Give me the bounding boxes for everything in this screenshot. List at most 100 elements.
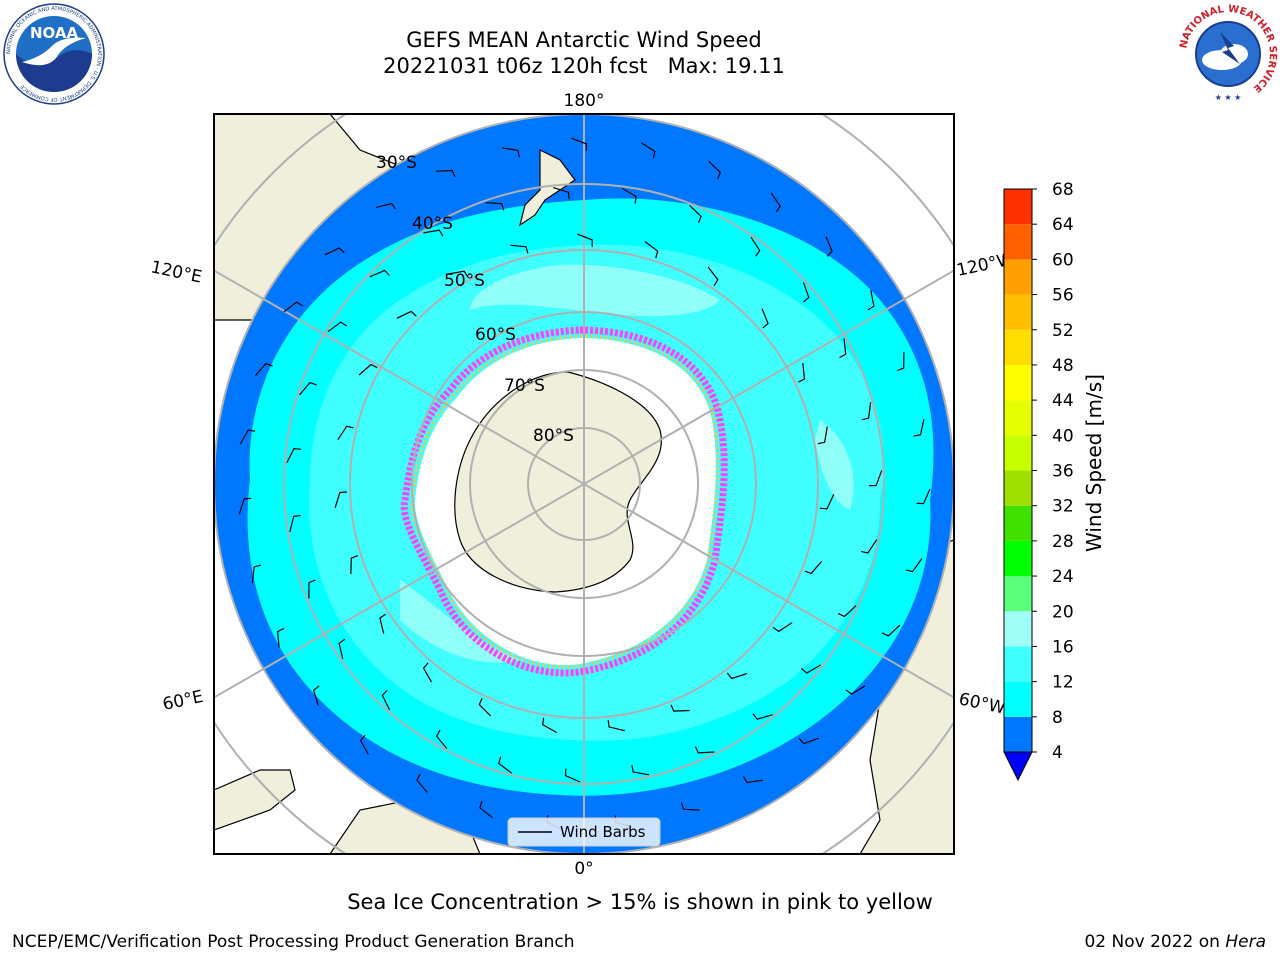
colorbar-tick-label: 20	[1052, 602, 1074, 622]
wind-barb	[308, 579, 316, 599]
wind-barb	[916, 488, 931, 505]
colorbar-tick-label: 56	[1052, 286, 1074, 306]
svg-text:★ ★ ★: ★ ★ ★	[1215, 93, 1242, 102]
wind-barb	[359, 734, 369, 755]
colorbar-tick-label: 68	[1052, 180, 1074, 200]
nws-logo: NATIONAL WEATHER SERVICE ★ ★ ★	[1178, 4, 1278, 104]
wind-barb	[689, 204, 702, 224]
wind-barb	[726, 672, 748, 680]
wind-barb	[542, 717, 557, 734]
colorbar-bin	[1004, 329, 1032, 365]
map-frame	[213, 113, 955, 855]
lat-label-80s: 80°S	[533, 426, 574, 446]
colorbar-tick-label: 44	[1052, 391, 1074, 411]
wind-barb	[913, 419, 925, 437]
wind-barb	[680, 802, 700, 811]
colorbar-tick-label: 32	[1052, 497, 1074, 517]
wind-barb	[742, 776, 763, 784]
colorbar-tick-label: 40	[1052, 426, 1074, 446]
map-legend: Wind Barbs	[507, 817, 661, 847]
colorbar-bin	[1004, 611, 1032, 647]
wind-barb	[276, 627, 285, 648]
wind-barb	[804, 560, 823, 575]
lat-label-70s: 70°S	[504, 376, 545, 396]
lon-label-bottom: 0°	[574, 859, 593, 879]
wind-barb	[801, 664, 821, 674]
wind-barb	[802, 282, 810, 303]
wind-barb	[860, 539, 878, 554]
colorbar-bin	[1004, 435, 1032, 471]
colorbar-tick-label: 16	[1052, 637, 1074, 657]
colorbar-bin	[1004, 646, 1032, 682]
wind-barb	[396, 310, 417, 319]
legend-label: Wind Barbs	[560, 823, 646, 841]
wind-barb	[334, 491, 347, 508]
colorbar-bin	[1004, 189, 1032, 225]
wind-barb	[564, 768, 581, 783]
map-title: GEFS MEAN Antarctic Wind Speed	[406, 28, 762, 52]
noaa-logo-text: NOAA	[30, 24, 79, 42]
wind-barb	[839, 338, 847, 359]
lon-label-60w: 60°W	[957, 689, 1007, 718]
wind-barb	[510, 244, 529, 254]
colorbar-tick-label: 8	[1052, 708, 1063, 728]
colorbar-bin	[1004, 681, 1032, 717]
wind-barb	[327, 321, 348, 333]
colorbar-under-arrow	[1003, 751, 1033, 782]
footer-branch: NCEP/EMC/Verification Post Processing Pr…	[12, 932, 575, 952]
wind-barb	[896, 352, 905, 372]
sea-ice-caption: Sea Ice Concentration > 15% is shown in …	[347, 890, 933, 914]
lat-label-50s: 50°S	[444, 271, 485, 291]
lat-label-60s: 60°S	[475, 325, 516, 345]
wind-barb	[837, 605, 857, 618]
lat-label-40s: 40°S	[412, 214, 453, 234]
colorbar-tick-label: 52	[1052, 321, 1074, 341]
colorbar-tick-label: 28	[1052, 532, 1074, 552]
wind-barb	[845, 685, 866, 695]
colorbar-tick-label: 24	[1052, 567, 1074, 587]
wind-barb	[379, 613, 386, 634]
wind-barb	[369, 269, 390, 278]
wind-band-16-20	[400, 264, 854, 663]
wind-barb	[422, 662, 433, 683]
wind-barb	[798, 737, 820, 745]
colorbar-bin	[1004, 576, 1032, 612]
sea-ice-edge	[400, 326, 728, 677]
lon-label-top: 180°	[564, 91, 605, 111]
colorbar-bin	[1004, 540, 1032, 577]
colorbar-bin	[1004, 364, 1032, 401]
wind-barb	[752, 713, 773, 720]
colorbar-label: Wind Speed [m/s]	[1082, 374, 1106, 552]
madagascar-land	[214, 769, 296, 831]
footer-date-text: 02 Nov 2022 on	[1084, 932, 1226, 952]
map-subtitle: 20221031 t06z 120h fcst Max: 19.11	[383, 54, 785, 78]
wind-barb	[358, 363, 378, 376]
wind-barb	[797, 362, 806, 383]
wind-barb	[448, 270, 469, 278]
wind-barb	[485, 202, 505, 211]
colorbar-bin	[1004, 470, 1032, 506]
footer-system: Hera	[1225, 932, 1266, 952]
wind-barb	[324, 247, 345, 256]
wind-barb	[338, 638, 346, 659]
wind-barb	[867, 290, 875, 311]
wind-barb	[289, 514, 301, 533]
wind-barb	[498, 756, 512, 774]
lat-label-30s: 30°S	[376, 153, 417, 173]
wind-barb	[825, 236, 833, 257]
colorbar-bin	[1004, 294, 1032, 330]
lon-label-60e: 60°E	[161, 687, 205, 715]
wind-barb	[381, 689, 391, 711]
colorbar-bin	[1004, 400, 1032, 436]
wind-barb	[622, 187, 637, 204]
wind-barb	[708, 160, 722, 180]
wind-barb	[436, 169, 456, 178]
sea-ice-edge-yellow	[410, 334, 720, 669]
wind-barb	[707, 266, 719, 287]
wind-barb	[350, 555, 359, 575]
wind-barb	[435, 729, 448, 749]
noaa-logo: NATIONAL OCEANIC AND ATMOSPHERIC ADMINIS…	[3, 3, 105, 105]
colorbar-bin	[1004, 505, 1032, 541]
wind-barb	[299, 381, 317, 396]
